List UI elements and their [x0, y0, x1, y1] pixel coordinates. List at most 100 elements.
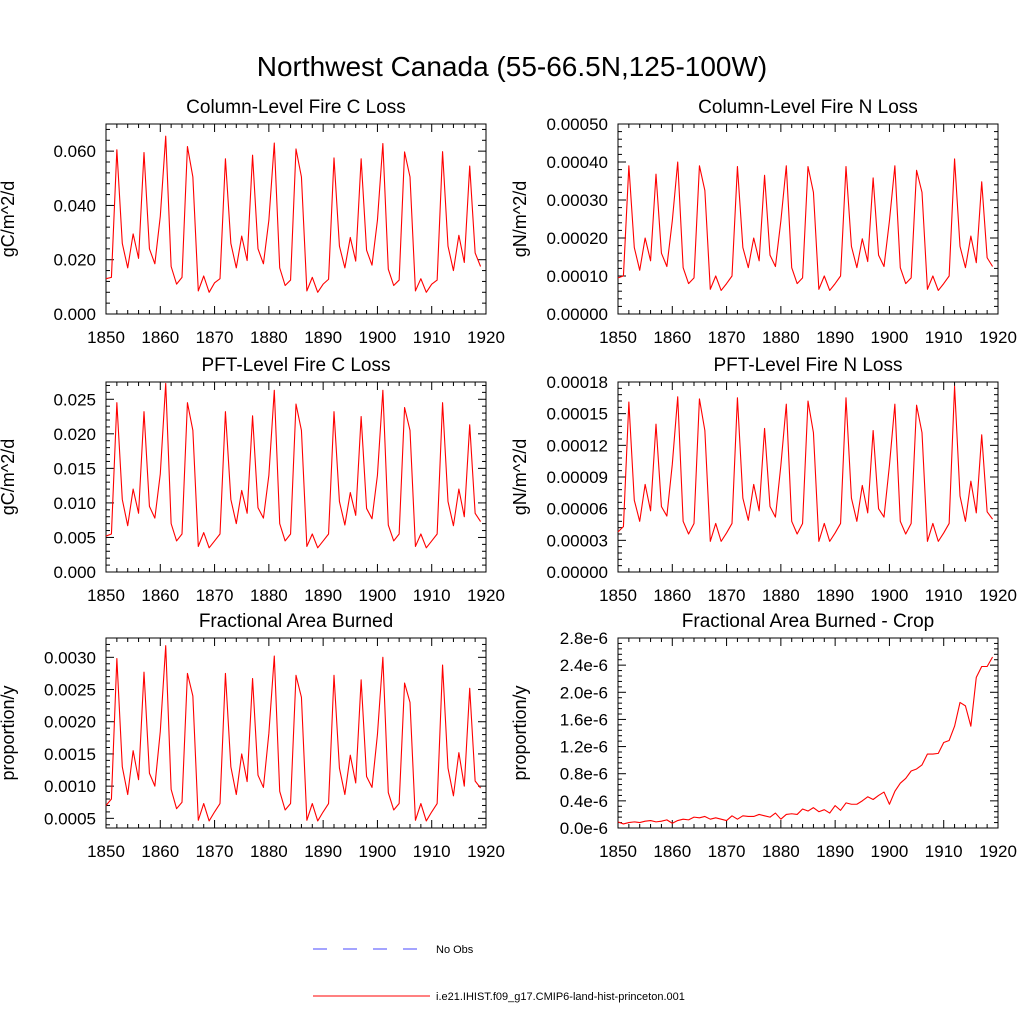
- x-tick-label: 1910: [925, 842, 963, 861]
- y-axis-label: gN/m^2/d: [510, 439, 530, 515]
- y-tick-label: 0.00030: [547, 191, 608, 210]
- x-tick-label: 1880: [250, 842, 288, 861]
- panel-title: Fractional Area Burned - Crop: [682, 611, 934, 632]
- plot-frame: [105, 123, 487, 315]
- x-tick-label: 1870: [708, 586, 746, 605]
- x-tick-label: 1910: [925, 586, 963, 605]
- x-tick-label: 1870: [708, 328, 746, 347]
- x-tick-label: 1860: [141, 328, 179, 347]
- x-tick-label: 1860: [653, 586, 691, 605]
- y-axis-label: gC/m^2/d: [0, 439, 18, 515]
- legend: No Obs i.e21.IHIST.f09_g17.CMIP6-land-hi…: [313, 944, 685, 1003]
- panel-title: Fractional Area Burned: [199, 611, 393, 632]
- x-tick-label: 1880: [250, 586, 288, 605]
- series-line: [105, 645, 482, 822]
- series-line: [617, 385, 994, 542]
- x-tick-label: 1900: [871, 842, 909, 861]
- legend-label-model: i.e21.IHIST.f09_g17.CMIP6-land-hist-prin…: [436, 991, 685, 1003]
- plot-frame: [105, 381, 487, 573]
- series-line: [105, 135, 482, 293]
- y-tick-label: 0.005: [53, 528, 96, 547]
- plot-frame: [617, 123, 999, 315]
- chart-panel-2: Column-Level Fire N Loss gN/m^2/d 1850 1860…: [510, 97, 1017, 347]
- y-axis-label: gN/m^2/d: [510, 181, 530, 257]
- y-tick-label: 0.00050: [547, 115, 608, 134]
- x-tick-label: 1880: [762, 586, 800, 605]
- legend-label-no-obs: No Obs: [436, 944, 474, 956]
- x-tick-label: 1920: [467, 328, 505, 347]
- panel-title: PFT-Level Fire N Loss: [714, 355, 903, 376]
- y-tick-label: 2.4e-6: [560, 656, 608, 675]
- x-tick-label: 1900: [359, 328, 397, 347]
- chart-panel-4: PFT-Level Fire N Loss gN/m^2/d 1850 1860 187…: [510, 355, 1017, 605]
- y-tick-label: 1.6e-6: [560, 710, 608, 729]
- y-tick-label: 0.0005: [44, 809, 96, 828]
- x-tick-label: 1870: [196, 842, 234, 861]
- x-tick-label: 1880: [762, 842, 800, 861]
- x-tick-label: 1870: [708, 842, 746, 861]
- chart-panel-3: PFT-Level Fire C Loss gC/m^2/d 1850 1860 187…: [0, 355, 505, 605]
- x-tick-label: 1920: [467, 842, 505, 861]
- y-tick-label: 0.00010: [547, 267, 608, 286]
- x-tick-label: 1890: [816, 328, 854, 347]
- y-tick-label: 2.8e-6: [560, 629, 608, 648]
- x-tick-label: 1860: [141, 842, 179, 861]
- y-tick-label: 0.8e-6: [560, 765, 608, 784]
- y-tick-label: 0.00020: [547, 229, 608, 248]
- y-tick-label: 0.00000: [547, 305, 608, 324]
- chart-panel-1: Column-Level Fire C Loss gC/m^2/d 1850 1860…: [0, 97, 505, 347]
- x-tick-label: 1920: [979, 842, 1017, 861]
- x-tick-label: 1890: [816, 586, 854, 605]
- series-line: [105, 382, 482, 549]
- y-tick-label: 0.0010: [44, 777, 96, 796]
- chart-panel-6: Fractional Area Burned - Crop proportion/…: [510, 611, 1017, 861]
- x-tick-label: 1890: [304, 328, 342, 347]
- x-tick-label: 1890: [816, 842, 854, 861]
- x-tick-label: 1860: [653, 842, 691, 861]
- y-tick-label: 0.000: [53, 563, 96, 582]
- chart-panels: Column-Level Fire C Loss gC/m^2/d 1850 1860…: [0, 97, 1017, 861]
- x-tick-label: 1850: [87, 586, 125, 605]
- series-line: [617, 656, 994, 825]
- x-tick-label: 1880: [250, 328, 288, 347]
- y-tick-label: 0.0020: [44, 713, 96, 732]
- y-tick-label: 0.4e-6: [560, 792, 608, 811]
- figure-title: Northwest Canada (55-66.5N,125-100W): [257, 51, 767, 82]
- plot-frame: [617, 637, 999, 829]
- y-tick-label: 0.00003: [547, 531, 608, 550]
- y-tick-label: 0.00006: [547, 500, 608, 519]
- x-tick-label: 1880: [762, 328, 800, 347]
- y-tick-label: 2.0e-6: [560, 683, 608, 702]
- panel-title: PFT-Level Fire C Loss: [202, 355, 391, 376]
- y-tick-label: 0.0e-6: [560, 819, 608, 838]
- y-tick-label: 0.00018: [547, 373, 608, 392]
- y-axis-label: proportion/y: [0, 685, 18, 780]
- panel-title: Column-Level Fire C Loss: [186, 97, 406, 118]
- x-tick-label: 1900: [871, 328, 909, 347]
- x-tick-label: 1850: [87, 842, 125, 861]
- x-tick-label: 1910: [413, 842, 451, 861]
- y-axis-label: proportion/y: [510, 685, 530, 780]
- y-tick-label: 0.0030: [44, 648, 96, 667]
- x-tick-label: 1850: [599, 842, 637, 861]
- x-tick-label: 1920: [979, 328, 1017, 347]
- x-tick-label: 1850: [599, 586, 637, 605]
- x-tick-label: 1870: [196, 328, 234, 347]
- x-tick-label: 1850: [87, 328, 125, 347]
- y-tick-label: 0.00009: [547, 468, 608, 487]
- x-tick-label: 1910: [925, 328, 963, 347]
- x-tick-label: 1890: [304, 586, 342, 605]
- y-tick-label: 0.0015: [44, 745, 96, 764]
- y-tick-label: 0.00012: [547, 436, 608, 455]
- y-tick-label: 0.010: [53, 494, 96, 513]
- x-tick-label: 1900: [359, 842, 397, 861]
- x-tick-label: 1860: [141, 586, 179, 605]
- x-tick-label: 1900: [871, 586, 909, 605]
- y-tick-label: 0.00000: [547, 563, 608, 582]
- y-tick-label: 0.000: [53, 305, 96, 324]
- x-tick-label: 1920: [467, 586, 505, 605]
- x-tick-label: 1910: [413, 328, 451, 347]
- y-tick-label: 0.020: [53, 251, 96, 270]
- y-tick-label: 0.060: [53, 142, 96, 161]
